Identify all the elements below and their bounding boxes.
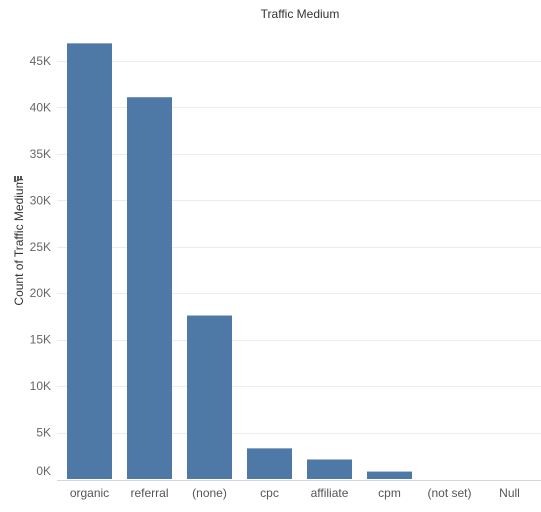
- y-axis-title: Count of Traffic Medium: [12, 178, 26, 305]
- bar-referral[interactable]: [127, 97, 172, 479]
- x-category-label: (none): [192, 486, 227, 500]
- chart-title: Traffic Medium: [261, 7, 340, 21]
- y-tick-label: 30K: [30, 193, 51, 207]
- bar-cpm[interactable]: [367, 471, 412, 479]
- x-category-label: cpm: [378, 486, 401, 500]
- y-tick-label: 0K: [36, 464, 51, 478]
- x-category-label: affiliate: [311, 486, 349, 500]
- y-tick-label: 20K: [30, 286, 51, 300]
- y-axis-title-group: Count of Traffic Medium: [12, 178, 26, 305]
- y-tick-label: 45K: [30, 54, 51, 68]
- y-tick-label: 15K: [30, 333, 51, 347]
- y-tick-label: 10K: [30, 379, 51, 393]
- bar-organic[interactable]: [67, 43, 112, 480]
- x-category-label: referral: [130, 486, 168, 500]
- sort-descending-icon[interactable]: [14, 176, 22, 182]
- x-category-label: cpc: [260, 486, 279, 500]
- y-axis-ticks: 0K 5K 10K 15K 20K 25K 30K 35K 40K 45K: [30, 54, 51, 478]
- bar-cpc[interactable]: [247, 448, 292, 479]
- bars: [67, 43, 412, 480]
- x-category-label: organic: [70, 486, 109, 500]
- bar-none[interactable]: [187, 315, 232, 479]
- y-tick-label: 5K: [36, 426, 51, 440]
- x-axis-labels: organic referral (none) cpc affiliate cpm (not…: [70, 486, 520, 500]
- y-tick-label: 35K: [30, 147, 51, 161]
- x-category-label: (not set): [427, 486, 471, 500]
- y-tick-label: 25K: [30, 240, 51, 254]
- x-category-label: Null: [499, 486, 520, 500]
- y-tick-label: 40K: [30, 100, 51, 114]
- bar-affiliate[interactable]: [307, 459, 352, 479]
